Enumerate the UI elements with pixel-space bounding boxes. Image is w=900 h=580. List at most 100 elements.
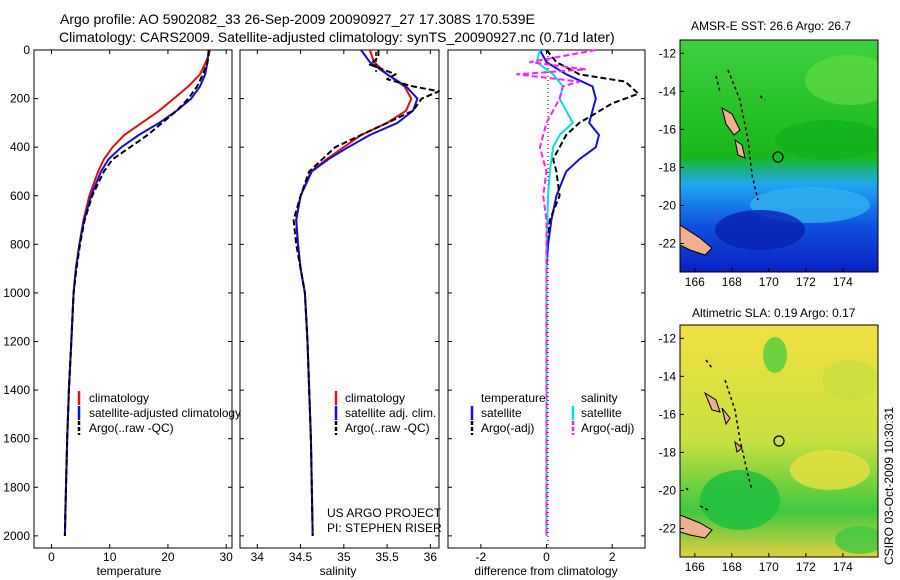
- salinity-axes-box: [239, 49, 440, 549]
- x-tick-label: 34.5: [289, 550, 313, 564]
- series-line-salinity-argo-adj-: [516, 49, 596, 536]
- x-tick-label: 36: [424, 550, 438, 564]
- landmass: [680, 224, 713, 256]
- salinity-x-axis: 34 34.5 35 35.5 36: [251, 50, 438, 564]
- map-lat-label: -14: [659, 84, 677, 98]
- salinity-lines: [292, 49, 440, 536]
- y-tick-label: 600: [10, 189, 30, 203]
- map-lon-label: 166: [685, 275, 705, 289]
- map-lat-label: -18: [659, 445, 677, 459]
- x-tick-label: 35.5: [375, 550, 399, 564]
- sst-map-lon-axis: 166 168 170 172 174: [685, 268, 853, 289]
- x-tick-label: 30: [219, 550, 233, 564]
- sst-warm-patch: [805, 55, 878, 105]
- sst-deep-blue-patch: [715, 210, 805, 250]
- map-lon-label: 170: [759, 275, 779, 289]
- series-line-argo-raw-qc-: [63, 50, 210, 536]
- legend-label-temp-argo: Argo(-adj): [481, 421, 534, 435]
- map-lat-label: -22: [659, 521, 677, 535]
- island: [734, 138, 746, 159]
- island: [721, 407, 743, 453]
- legend-label-sal-argo: Argo(-adj): [581, 421, 634, 435]
- series-line-temperature-argo-adj-: [545, 49, 640, 536]
- argo-location-marker: [772, 151, 784, 163]
- series-line-argo-raw-qc-: [292, 50, 440, 536]
- map-lat-label: -14: [659, 369, 677, 383]
- coastline-outline: [715, 69, 766, 201]
- sst-map-title: AMSR-E SST: 26.6 Argo: 26.7: [691, 19, 851, 33]
- x-tick-label: 34: [251, 550, 265, 564]
- sla-map: Altimetric SLA: 0.19 Argo: 0.17 166 168 17…: [659, 306, 879, 574]
- map-lon-label: 166: [685, 560, 705, 574]
- series-line-satellite-adj-clim-: [295, 49, 419, 536]
- salinity-legend: climatology satellite adj. clim. Argo(..…: [334, 391, 436, 435]
- y-tick-label: 1000: [3, 286, 30, 300]
- y-tick-label: 400: [10, 140, 30, 154]
- difference-panel: -2 0 2 difference from climatology tempera…: [447, 49, 646, 578]
- difference-lines: [516, 49, 640, 536]
- sla-map-frame: [679, 324, 879, 558]
- argo-location-marker: [773, 435, 785, 447]
- y-tick-label: 2000: [3, 529, 30, 543]
- series-line-temperature-satellite: [539, 49, 600, 536]
- map-lat-label: -16: [659, 122, 677, 136]
- pi-annotation: PI: STEPHEN RISER: [327, 521, 442, 535]
- sla-map-title: Altimetric SLA: 0.19 Argo: 0.17: [692, 306, 856, 320]
- legend-temperature-heading: temperature: [481, 391, 546, 405]
- salinity-xlabel: salinity: [320, 564, 357, 578]
- temperature-legend: climatology satellite-adjusted climatolo…: [77, 391, 241, 435]
- series-line-satellite-adjusted-climatology: [63, 49, 210, 536]
- temperature-xlabel: temperature: [97, 564, 162, 578]
- x-tick-label: 10: [103, 550, 117, 564]
- x-tick-label: 2: [609, 550, 616, 564]
- difference-legend: temperature satellite Argo(-adj) salinit…: [470, 391, 634, 435]
- sla-green-patch: [700, 470, 780, 530]
- legend-label-argo: Argo(..raw -QC): [89, 421, 174, 435]
- y-tick-label: 1200: [3, 335, 30, 349]
- series-line-climatology: [63, 49, 211, 536]
- timestamp-stamp: CSIRO 03-Oct-2009 10:30:31: [882, 407, 896, 565]
- x-tick-label: 0: [543, 550, 550, 564]
- legend-label-temp-satellite: satellite: [481, 406, 522, 420]
- y-tick-label: 0: [23, 43, 30, 57]
- figure-title-line2: Climatology: CARS2009. Satellite-adjuste…: [59, 29, 615, 45]
- legend-label-climatology: climatology: [89, 391, 149, 405]
- legend-label-satellite: satellite adj. clim.: [345, 406, 436, 420]
- map-lon-label: 168: [722, 275, 742, 289]
- series-line-climatology: [295, 49, 413, 536]
- y-tick-label: 1400: [3, 383, 30, 397]
- temperature-panel: 0 200 400 600 800 1000 1200 1400 1600 1800 2000 0 1…: [3, 43, 241, 578]
- x-tick-label: -2: [475, 550, 486, 564]
- map-lat-label: -16: [659, 407, 677, 421]
- map-lat-label: -12: [659, 46, 677, 60]
- sst-map-lat-axis: -12 -14 -16 -18 -20 -22: [659, 46, 684, 250]
- island: [721, 106, 741, 136]
- sla-green-patch: [763, 337, 787, 373]
- sst-map: AMSR-E SST: 26.6 Argo: 26.7 166 168 170 172…: [659, 19, 879, 289]
- sla-map-lon-axis: 166 168 170 172 174: [685, 553, 853, 574]
- project-annotation: US ARGO PROJECT: [327, 506, 442, 520]
- map-lon-label: 174: [833, 275, 853, 289]
- legend-label-argo: Argo(..raw -QC): [345, 421, 430, 435]
- y-tick-label: 800: [10, 237, 30, 251]
- legend-label-climatology: climatology: [345, 391, 405, 405]
- depth-axis: 0 200 400 600 800 1000 1200 1400 1600 1800 2000: [3, 43, 30, 543]
- sla-yellow-patch: [790, 450, 870, 490]
- island: [703, 391, 721, 413]
- salinity-panel: 34 34.5 35 35.5 36 salinity climatology sate…: [239, 49, 442, 578]
- difference-xlabel: difference from climatology: [474, 564, 617, 578]
- y-tick-label: 1600: [3, 432, 30, 446]
- map-lat-label: -12: [659, 331, 677, 345]
- map-lon-label: 172: [796, 275, 816, 289]
- temperature-axes-box: [33, 49, 233, 549]
- legend-label-satellite: satellite-adjusted climatology: [89, 406, 241, 420]
- x-tick-label: 0: [48, 550, 55, 564]
- sst-green-patch: [775, 120, 878, 160]
- map-lon-label: 174: [833, 560, 853, 574]
- sla-yellowgreen-patch: [822, 360, 878, 400]
- map-lon-label: 170: [759, 560, 779, 574]
- legend-label-sal-satellite: satellite: [581, 406, 622, 420]
- difference-x-axis: -2 0 2: [475, 50, 616, 564]
- map-lat-label: -18: [659, 160, 677, 174]
